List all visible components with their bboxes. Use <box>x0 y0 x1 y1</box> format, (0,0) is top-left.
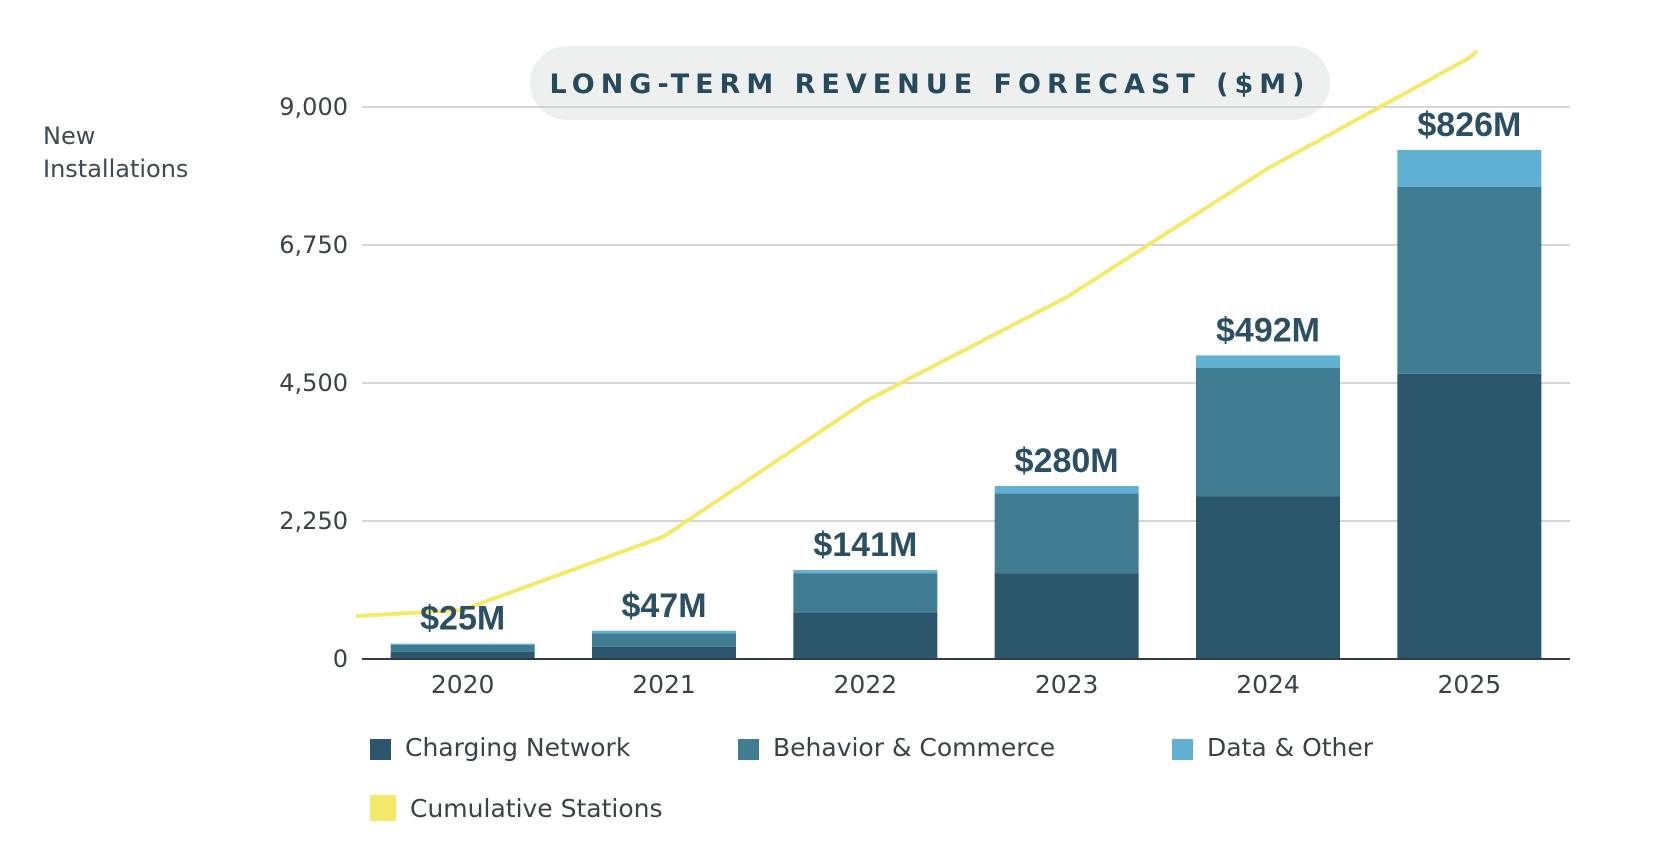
x-tick-label: 2025 <box>1438 670 1502 699</box>
legend-swatch <box>370 739 391 760</box>
y-tick-label: 0 <box>333 645 348 673</box>
bar-segment <box>1196 355 1340 368</box>
bar-data-label: $826M <box>1417 106 1521 144</box>
bar-segment <box>1196 496 1340 659</box>
bar-segment <box>390 644 535 652</box>
bar-data-label: $25M <box>420 600 505 638</box>
data-labels: $25M $47M $141M $280M $492M $826M <box>420 106 1521 638</box>
y-axis-title-line2: Installations <box>43 155 188 183</box>
legend-label: Cumulative Stations <box>410 794 663 823</box>
y-axis-title-line1: New <box>43 122 95 150</box>
bar-segment <box>1397 373 1542 659</box>
legend-label: Charging Network <box>405 733 631 762</box>
bar-segment <box>1397 149 1542 187</box>
legend-swatch <box>1172 739 1193 760</box>
legend-label: Data & Other <box>1207 733 1374 762</box>
bar-segment <box>1196 367 1340 497</box>
gridlines <box>362 106 1570 522</box>
bar-data-label: $280M <box>1015 442 1119 480</box>
legend: Charging Network Behavior & Commerce Data … <box>370 733 1374 823</box>
y-axis-ticks: 9,000 6,750 4,500 2,250 0 <box>279 93 348 673</box>
cumulative-stations-line <box>355 49 1479 619</box>
bars <box>390 149 1542 659</box>
legend-label: Behavior & Commerce <box>773 733 1055 762</box>
x-tick-label: 2022 <box>834 670 898 699</box>
bar-segment <box>994 493 1139 574</box>
x-tick-label: 2024 <box>1236 670 1300 699</box>
bar-data-label: $492M <box>1216 311 1320 349</box>
bar-data-label: $47M <box>621 587 706 625</box>
y-tick-label: 2,250 <box>279 507 348 535</box>
bar-segment <box>592 633 736 647</box>
x-tick-label: 2020 <box>431 670 495 699</box>
x-axis-ticks: 2020 2021 2022 2023 2024 2025 <box>431 670 1501 699</box>
legend-swatch <box>738 739 759 760</box>
bar-segment <box>994 573 1139 659</box>
bar-segment <box>390 643 535 645</box>
x-tick-label: 2023 <box>1035 670 1099 699</box>
bar-segment <box>793 613 938 659</box>
bar-segment <box>994 486 1139 494</box>
y-tick-label: 9,000 <box>279 93 348 121</box>
chart-title: LONG-TERM REVENUE FORECAST ($M) <box>550 69 1311 100</box>
x-tick-label: 2021 <box>632 670 696 699</box>
y-tick-label: 4,500 <box>279 369 348 397</box>
bar-data-label: $141M <box>813 526 917 564</box>
bar-segment <box>1397 186 1542 374</box>
bar-segment <box>592 630 736 634</box>
cumulative-line <box>355 49 1479 619</box>
bar-segment <box>592 646 736 659</box>
y-tick-label: 6,750 <box>279 231 348 259</box>
bar-segment <box>793 570 938 574</box>
bar-segment <box>390 651 535 659</box>
title-background <box>530 46 1330 120</box>
legend-swatch <box>370 795 396 821</box>
bar-segment <box>793 573 938 613</box>
